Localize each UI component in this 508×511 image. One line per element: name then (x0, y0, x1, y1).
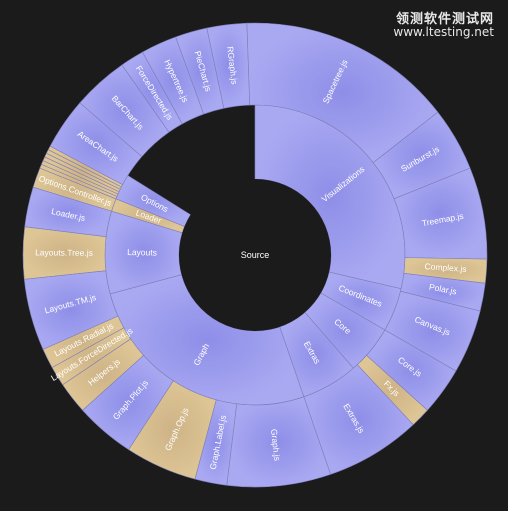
label-complex-js: Complex.js (424, 261, 467, 274)
watermark-url: www.ltesting.net (393, 25, 494, 39)
watermark-title: 领测软件测试网 (395, 12, 494, 27)
sunburst-rings: VisualizationsCoordinatesCoreExtrasGraph… (22, 22, 488, 488)
center-hole (179, 179, 331, 331)
label-polar-js: Polar.js (428, 282, 457, 297)
segment-piechart-js[interactable] (175, 27, 225, 115)
label-rgraph-js: RGraph.js (225, 46, 240, 85)
label-layouts-tree-js: Layouts.Tree.js (35, 247, 93, 258)
center-label: Source (241, 250, 270, 260)
label-layouts: Layouts (127, 247, 157, 258)
label-graph-js: Graph.js (269, 428, 282, 461)
